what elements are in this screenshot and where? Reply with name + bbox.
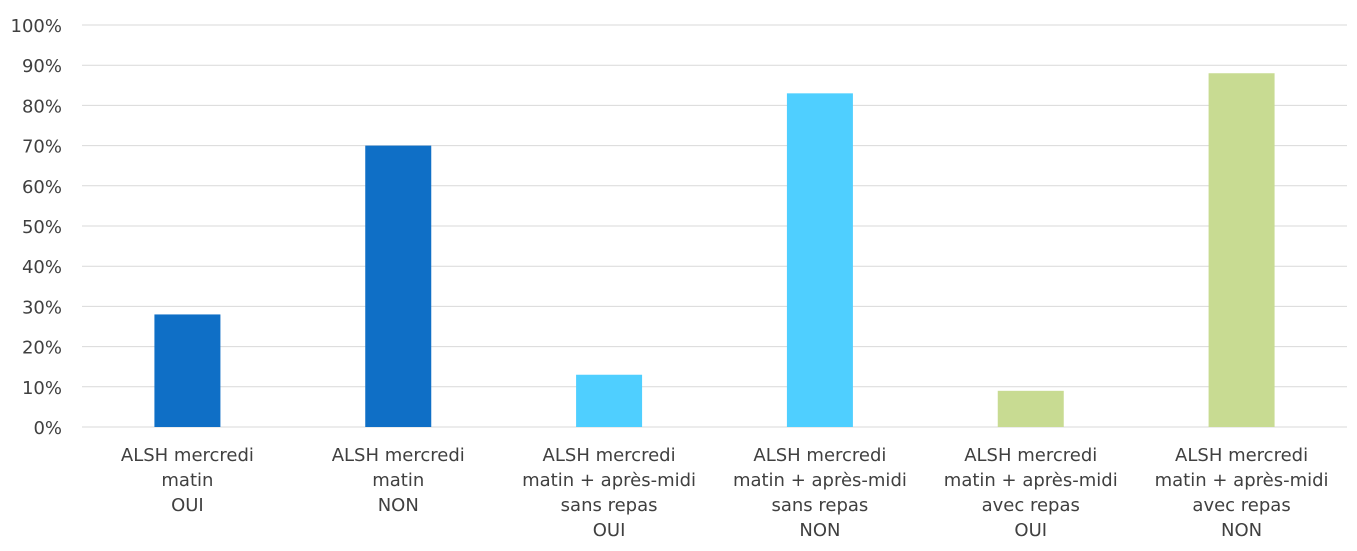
x-category-label: ALSH mercredi matin + après-midi avec repa… [1155,445,1329,541]
gridlines [82,24,1347,428]
x-category-label-line: matin + après-midi [1155,470,1329,491]
x-category-label-line: ALSH mercredi [753,445,886,466]
x-category-label: ALSH mercredi matin + après-midi avec repa… [944,445,1118,541]
bars [154,73,1275,428]
x-category-label: ALSH mercredi matin + après-midi sans repa… [522,445,696,541]
bar [786,93,853,427]
x-category-label-line: matin + après-midi [733,470,907,491]
x-category-label-line: OUI [1014,520,1047,541]
x-category-label-line: ALSH mercredi [964,445,1097,466]
x-category-label-line: matin [161,470,213,491]
x-category-label-line: NON [799,520,840,541]
y-tick-label: 70% [22,137,62,158]
x-category-label-line: OUI [171,495,204,516]
x-category-label-line: matin + après-midi [522,470,696,491]
bar [997,390,1064,427]
y-tick-label: 100% [11,16,62,37]
x-category-label: ALSH mercredi matin + après-midi sans repa… [733,445,907,541]
y-tick-label: 60% [22,177,62,198]
x-category-label-line: ALSH mercredi [1175,445,1308,466]
x-category-label-line: ALSH mercredi [332,445,465,466]
x-category-label-line: sans repas [561,495,658,516]
y-tick-label: 40% [22,257,62,278]
y-tick-label: 50% [22,217,62,238]
x-category-label-line: ALSH mercredi [543,445,676,466]
x-category-label-line: matin + après-midi [944,470,1118,491]
x-category-label-line: avec repas [1192,495,1290,516]
x-category-label-line: matin [372,470,424,491]
y-axis-tick-labels: 0% 10% 20% 30% 40% 50% 60% 70% 80% 90% 100% [11,16,62,439]
y-tick-label: 80% [22,96,62,117]
y-tick-label: 90% [22,56,62,77]
y-tick-label: 0% [33,418,62,439]
y-tick-label: 20% [22,338,62,359]
x-category-label: ALSH mercredi matin OUI [121,445,254,516]
x-category-label-line: OUI [593,520,626,541]
x-category-label-line: sans repas [771,495,868,516]
bar [154,314,221,427]
x-category-label: ALSH mercredi matin NON [332,445,465,516]
x-axis-category-labels: ALSH mercredi matin OUI ALSH mercredi matin N… [121,445,1329,541]
x-category-label-line: ALSH mercredi [121,445,254,466]
x-category-label-line: avec repas [982,495,1080,516]
bar [1208,73,1275,428]
y-tick-label: 10% [22,378,62,399]
x-category-label-line: NON [1221,520,1262,541]
y-tick-label: 30% [22,297,62,318]
bar [576,374,643,427]
x-category-label-line: NON [378,495,419,516]
bar [365,145,432,427]
